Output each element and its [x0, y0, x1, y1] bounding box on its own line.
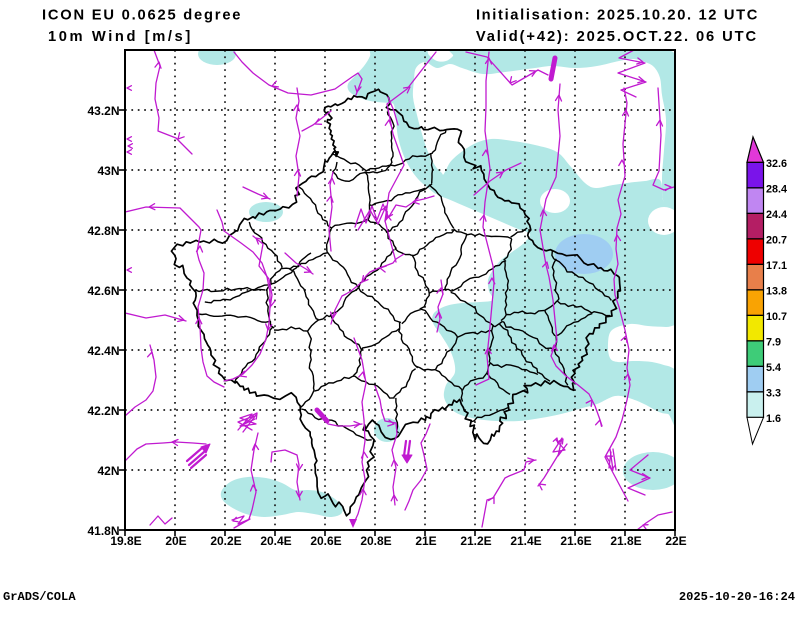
svg-text:2025-10-20-16:24: 2025-10-20-16:24: [679, 590, 795, 604]
svg-text:1.6: 1.6: [766, 413, 781, 425]
svg-text:20.8E: 20.8E: [360, 534, 391, 548]
svg-text:19.8E: 19.8E: [110, 534, 141, 548]
svg-text:20.2E: 20.2E: [210, 534, 241, 548]
svg-text:GrADS/COLA: GrADS/COLA: [3, 590, 76, 604]
svg-text:ICON EU 0.0625 degree: ICON EU 0.0625 degree: [42, 8, 242, 24]
svg-text:42N: 42N: [97, 464, 119, 478]
svg-text:41.8N: 41.8N: [87, 524, 119, 538]
svg-text:Initialisation: 2025.10.20. 12: Initialisation: 2025.10.20. 12 UTC: [476, 8, 759, 24]
svg-text:10.7: 10.7: [766, 311, 787, 323]
svg-text:43N: 43N: [97, 164, 119, 178]
svg-text:32.6: 32.6: [766, 158, 787, 170]
svg-text:20.7: 20.7: [766, 234, 787, 246]
svg-text:21.6E: 21.6E: [560, 534, 591, 548]
svg-text:42.2N: 42.2N: [87, 404, 119, 418]
svg-text:21.4E: 21.4E: [510, 534, 541, 548]
svg-text:10m Wind [m/s]: 10m Wind [m/s]: [48, 29, 193, 45]
svg-text:20E: 20E: [165, 534, 186, 548]
svg-text:42.8N: 42.8N: [87, 224, 119, 238]
svg-text:21.8E: 21.8E: [610, 534, 641, 548]
svg-text:24.4: 24.4: [766, 209, 787, 221]
svg-text:42.4N: 42.4N: [87, 344, 119, 358]
svg-text:42.6N: 42.6N: [87, 284, 119, 298]
svg-text:5.4: 5.4: [766, 362, 781, 374]
svg-text:7.9: 7.9: [766, 336, 781, 348]
svg-text:22E: 22E: [665, 534, 686, 548]
svg-text:20.6E: 20.6E: [310, 534, 341, 548]
svg-text:Valid(+42): 2025.OCT.22. 06 UT: Valid(+42): 2025.OCT.22. 06 UTC: [476, 29, 758, 45]
svg-text:21E: 21E: [415, 534, 436, 548]
svg-text:17.1: 17.1: [766, 260, 787, 272]
svg-text:20.4E: 20.4E: [260, 534, 291, 548]
svg-text:43.2N: 43.2N: [87, 104, 119, 118]
svg-text:3.3: 3.3: [766, 387, 781, 399]
svg-text:21.2E: 21.2E: [460, 534, 491, 548]
svg-text:28.4: 28.4: [766, 183, 787, 195]
svg-text:13.8: 13.8: [766, 285, 787, 297]
